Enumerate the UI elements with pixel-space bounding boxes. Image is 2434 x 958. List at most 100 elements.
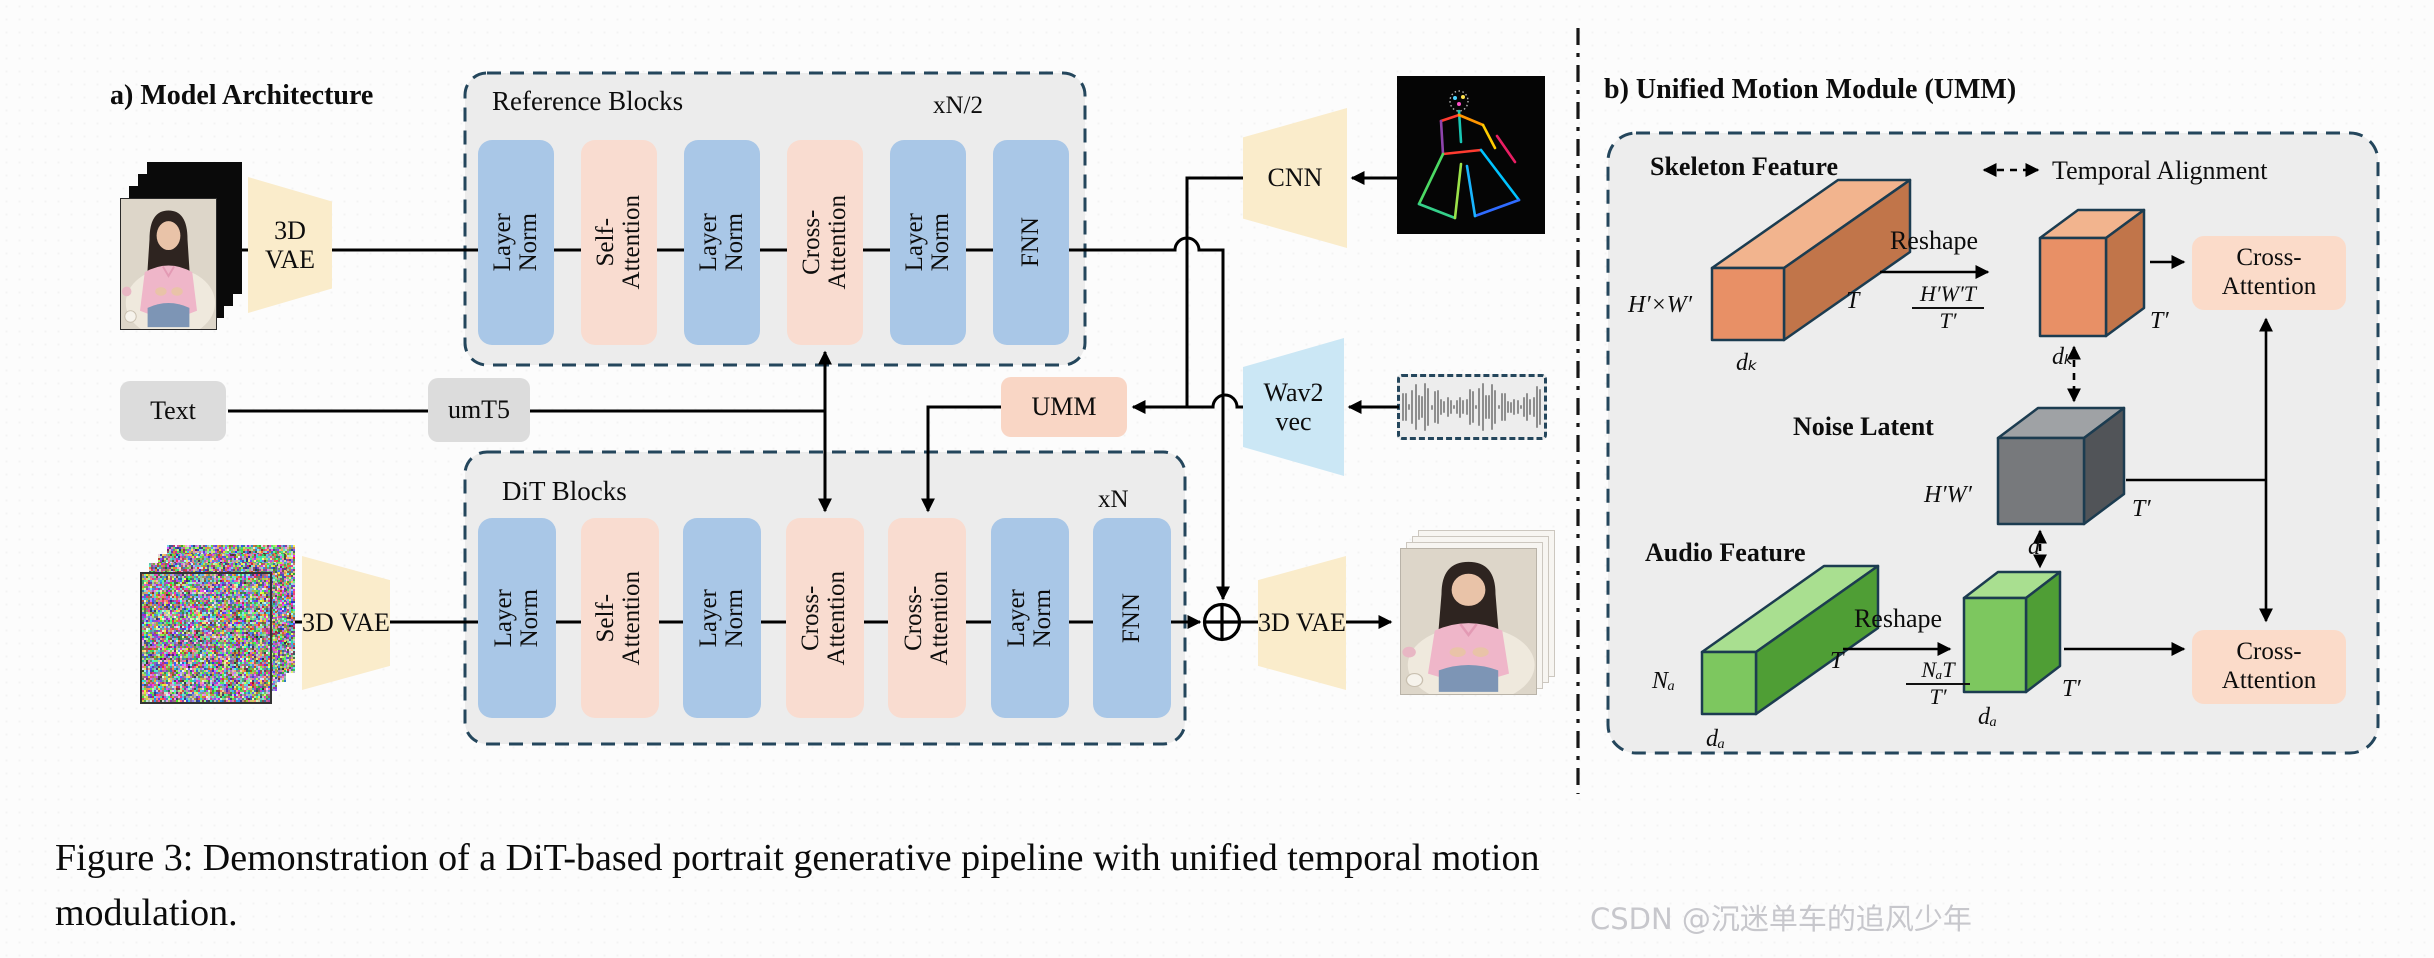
waveform-bar [1526,393,1529,421]
block-label: Self-Attention [592,570,646,666]
audio-reshaped-depth-dim: T′ [2062,676,2081,702]
waveform-bar [1510,401,1513,413]
waveform-bar [1462,400,1465,414]
umt5-box: umT5 [428,378,530,442]
block-label: Layer Norm [900,213,954,272]
waveform-bar [1446,397,1449,417]
block-layer-norm: Layer Norm [990,518,1069,718]
block-label: Layer Norm [488,213,542,272]
waveform-bar [1523,397,1525,417]
waveform-bar [1440,399,1443,415]
waveform-bar [1443,400,1446,414]
panel-b-title: b) Unified Motion Module (UMM) [1604,74,2017,105]
waveform-bar [1491,384,1494,430]
noise-frame-front [140,572,272,704]
skeleton-feature-label: Skeleton Feature [1650,152,1838,181]
block-cross-attention: Cross- Attention [785,518,864,718]
fraction-numerator: NₐT [1906,657,1970,685]
block-layer-norm: Layer Norm [478,518,556,718]
waveform-bar [1414,383,1417,431]
panel-b-wires [1843,163,2273,656]
waveform-bar [1538,389,1541,425]
waveform-bar [1433,391,1436,423]
waveform-bar [1507,401,1510,413]
block-self-attention: Self-Attention [580,518,659,718]
vae-decoder-output: 3D VAE [1258,556,1346,690]
skeleton-face-dim: H′×W′ [1628,292,1693,318]
vae-encoder-noise: 3D VAE [302,556,390,690]
noise-width-dim: d [2028,534,2040,560]
skeleton-pose-image [1397,76,1545,234]
waveform-bar [1494,390,1497,424]
block-label: Cross- Attention [797,195,851,290]
waveform-bar [1459,396,1462,418]
audio-reshaped-cuboid [1962,570,2062,694]
skeleton-reshaped-depth-dim: T′ [2150,308,2169,334]
block-cross-attention: Cross- Attention [787,140,863,345]
dit-blocks-multiplier: xN [1098,486,1129,513]
fraction-numerator: H′W′T [1912,281,1984,309]
waveform-bar [1481,382,1484,432]
waveform-bar [1529,399,1532,415]
audio-width-dim: dₐ [1706,726,1726,752]
waveform-bar [1405,392,1408,422]
waveform-bar [1532,396,1535,418]
waveform-bar [1519,404,1522,410]
waveform-bar [1401,392,1404,422]
block-layer-norm: Layer Norm [683,518,761,718]
block-label: Self-Attention [591,195,646,290]
audio-feature-label: Audio Feature [1645,538,1806,567]
waveform-bar [1472,390,1474,424]
block-label: Cross- Attention [797,570,851,666]
waveform-bar [1430,404,1433,410]
fraction-denominator: T′ [1939,307,1957,333]
audio-feature-cuboid [1700,564,1880,716]
block-layer-norm: Layer Norm [684,140,760,345]
dit-blocks-row: Layer Norm Self-Attention Layer Norm Cross-… [478,518,1171,718]
block-layer-norm: Layer Norm [478,140,554,345]
reference-blocks-multiplier: xN/2 [933,92,983,119]
skeleton-width-dim: dₖ [1736,350,1759,376]
waveform-bar [1417,394,1420,420]
dit-blocks-title: DiT Blocks [502,476,627,506]
waveform-bar [1500,393,1503,421]
waveform-bar [1487,394,1490,420]
waveform-bar [1456,399,1459,415]
block-label: Layer Norm [694,588,748,648]
waveform-bar [1421,395,1423,419]
waveform-bar [1478,387,1481,427]
block-label: Cross- Attention [899,570,953,666]
umm-box: UMM [1001,377,1127,437]
cross-attention-box-top: Cross-Attention [2192,236,2346,310]
audio-face-dim: Nₐ [1652,668,1676,694]
block-fnn: FNN [1093,518,1171,718]
panel-a-title: a) Model Architecture [110,80,374,111]
reference-blocks-title: Reference Blocks [492,86,684,116]
waveform-bar [1503,393,1506,421]
waveform-bar [1449,399,1452,415]
block-label: Layer Norm [1002,588,1056,648]
waveform-bar [1424,383,1427,431]
waveform-bar [1465,399,1468,415]
audio-depth-dim: T [1830,648,1844,674]
block-label: FNN [1016,217,1044,268]
temporal-alignment-label: Temporal Alignment [2052,156,2268,185]
reshape-label-skeleton: Reshape [1889,226,1979,255]
skeleton-depth-dim: T [1846,288,1860,314]
noise-depth-dim: T′ [2132,496,2151,522]
watermark: CSDN @沉迷单车的追风少年 [1590,902,1972,936]
block-fnn: FNN [993,140,1069,345]
audio-reshaped-width-dim: dₐ [1978,704,1998,730]
waveform-bar [1427,387,1430,427]
block-layer-norm: Layer Norm [890,140,966,345]
output-portrait-image [1400,548,1537,695]
waveform-bar [1411,389,1414,425]
skeleton-reshaped-cuboid [2038,208,2146,338]
noise-latent-label: Noise Latent [1793,412,1934,441]
block-label: Layer Norm [489,588,543,648]
text-input-box: Text [120,381,226,441]
fraction-denominator: T′ [1929,683,1947,709]
waveform-bar [1513,399,1516,415]
waveform-bar [1484,395,1487,419]
